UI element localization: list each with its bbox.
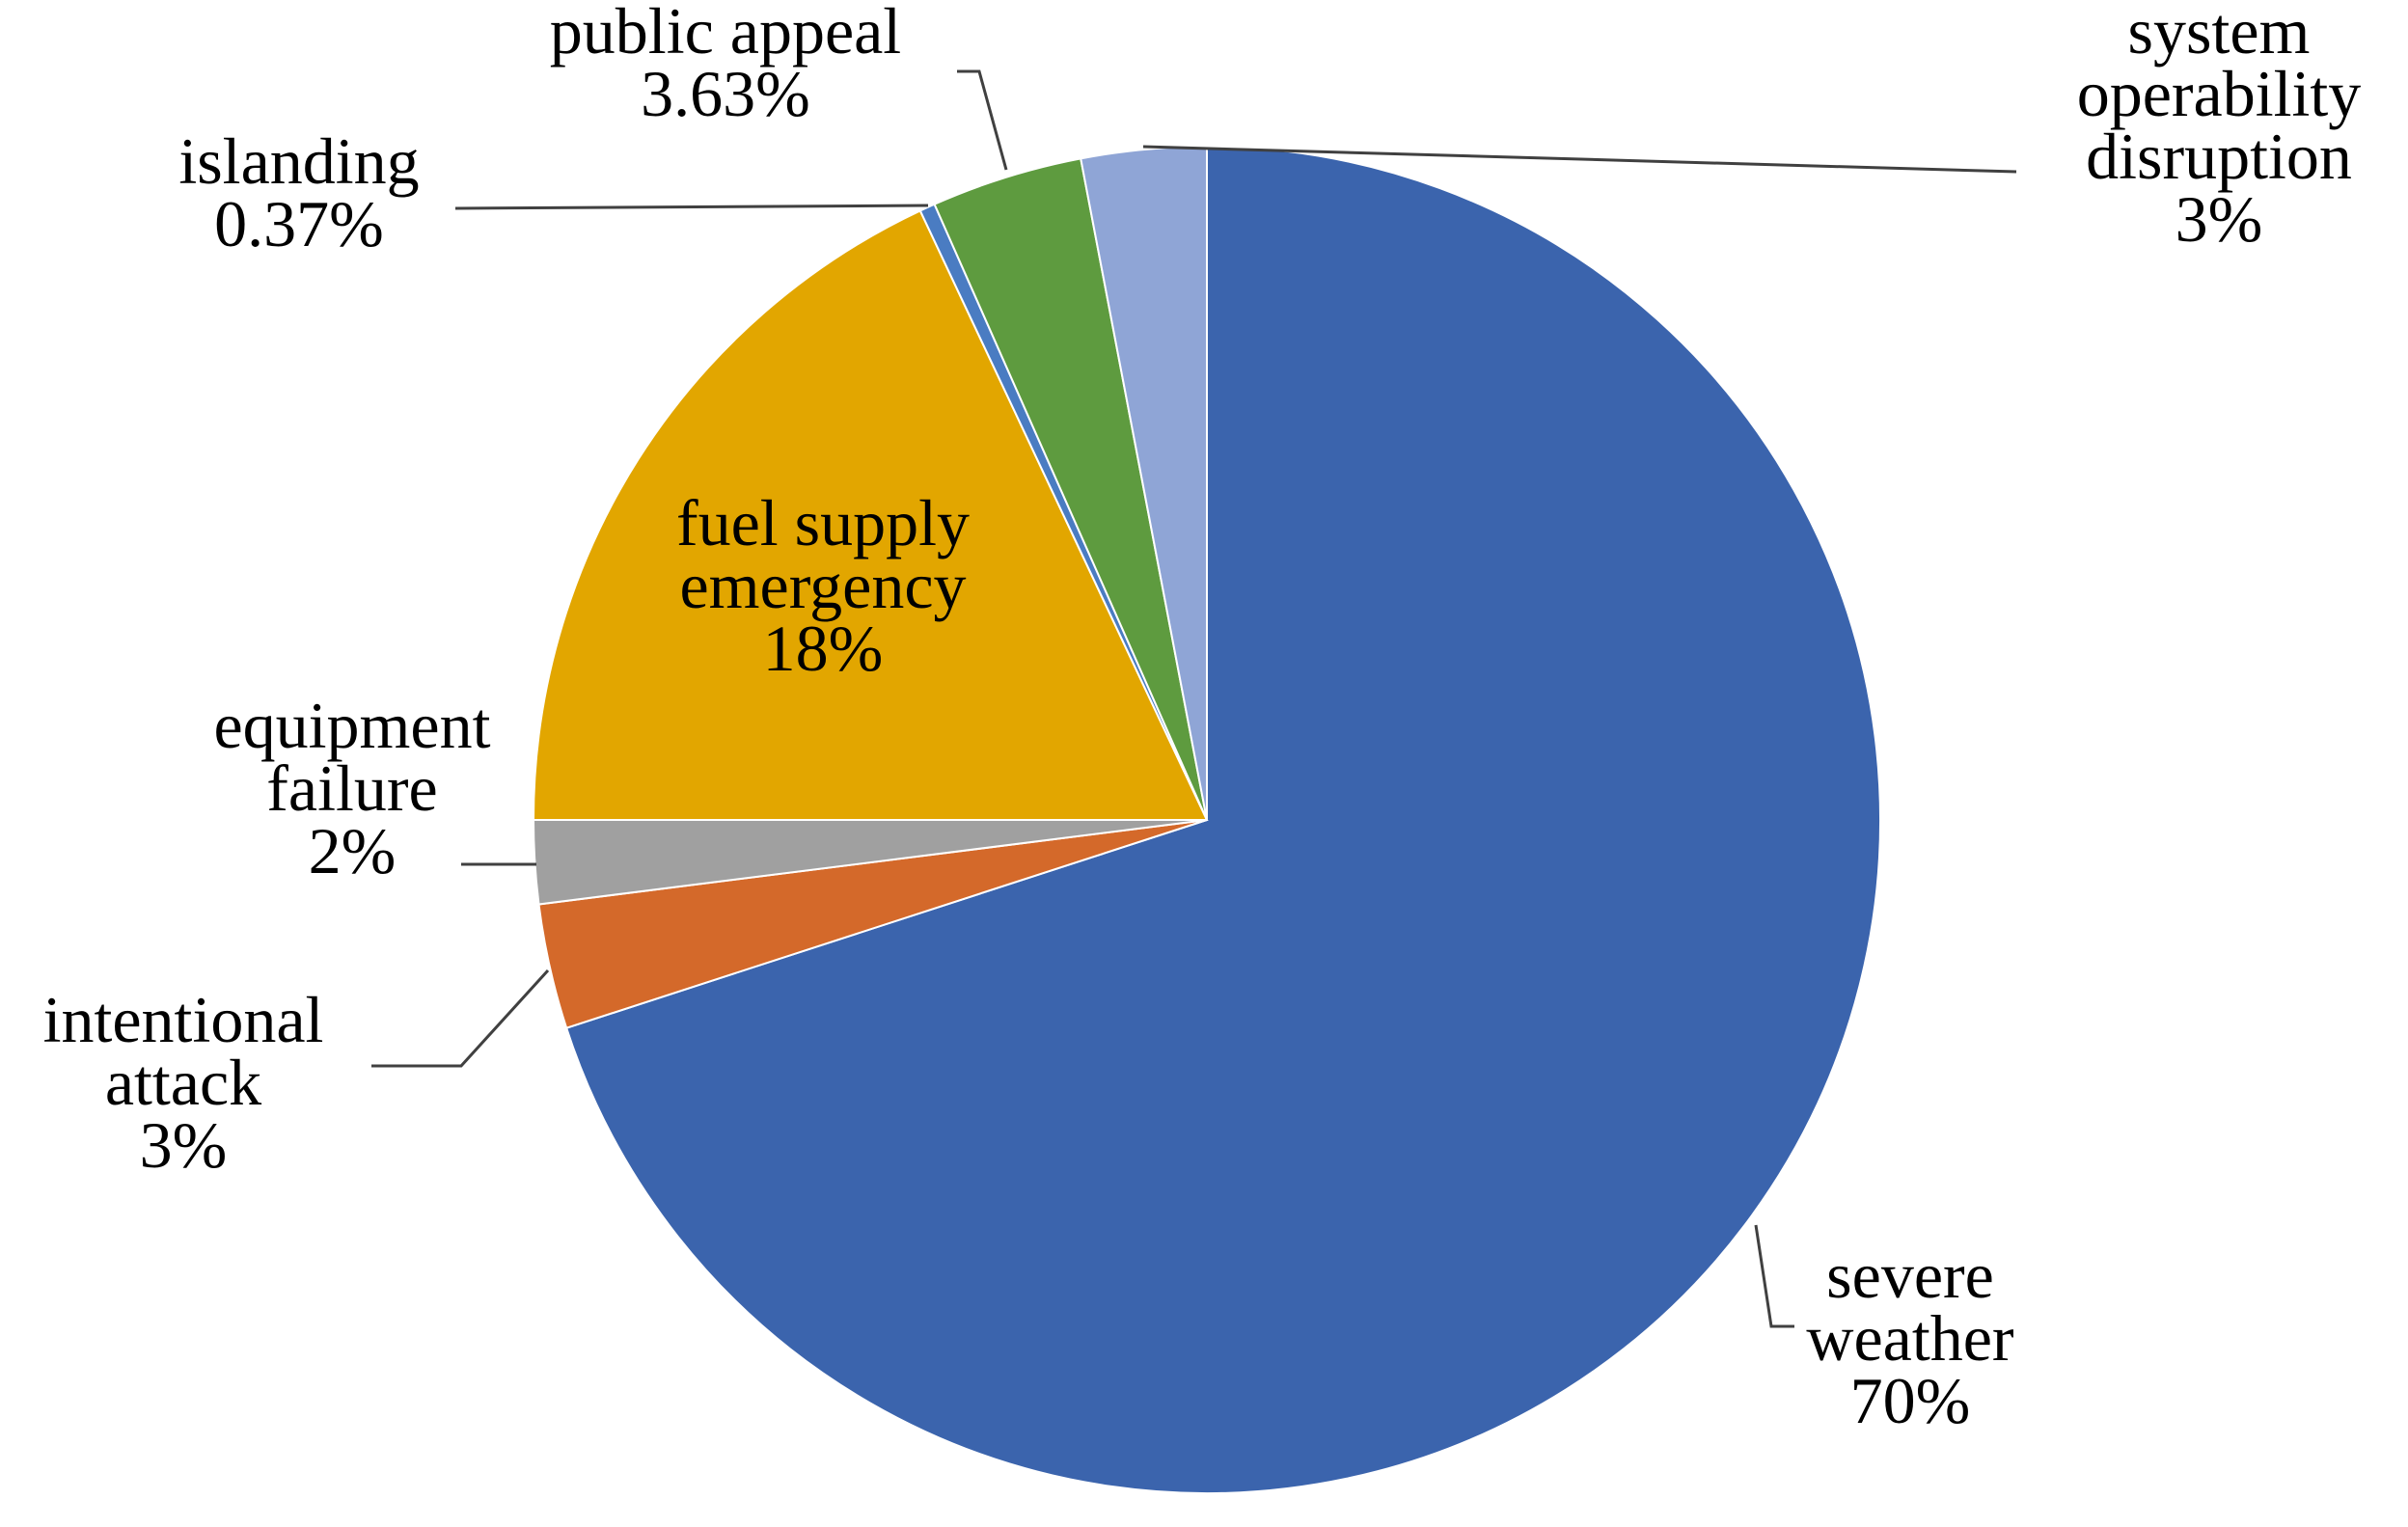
leader-line-islanding bbox=[454, 204, 929, 210]
slice-label-fuel-supply-emergency: fuel supply emergency 18% bbox=[676, 486, 970, 685]
slice-label-severe-weather: severe weather 70% bbox=[1806, 1239, 2014, 1437]
slice-label-equipment-failure: equipment failure 2% bbox=[213, 689, 490, 887]
slice-value-label: 3% bbox=[140, 1108, 228, 1182]
leader-line-intentional-attack bbox=[371, 968, 550, 1068]
slice-name-label: equipment bbox=[213, 689, 490, 762]
slice-name-label: fuel supply bbox=[676, 486, 970, 559]
slice-name-label: system bbox=[2128, 0, 2311, 68]
leader-line-severe-weather bbox=[1754, 1224, 1794, 1328]
slice-value-label: 3% bbox=[2175, 182, 2263, 256]
slice-name-label: public appeal bbox=[550, 0, 901, 68]
slice-value-label: 18% bbox=[763, 612, 884, 685]
slice-label-public-appeal: public appeal 3.63% bbox=[550, 0, 901, 130]
pie-slices bbox=[532, 145, 1881, 1494]
slice-labels: severe weather 70%intentional attack 3%equip… bbox=[43, 0, 2362, 1437]
slice-name-label: operability bbox=[2077, 57, 2362, 130]
leader-line-system-operability-disruption bbox=[1142, 145, 2017, 174]
slice-label-islanding: islanding 0.37% bbox=[178, 124, 419, 260]
slice-name-label: failure bbox=[266, 751, 437, 825]
leader-lines bbox=[371, 69, 2017, 1328]
pie-slice-severe-weather bbox=[564, 145, 1881, 1494]
slice-name-label: weather bbox=[1806, 1301, 2014, 1375]
slice-value-label: 0.37% bbox=[214, 187, 384, 260]
slice-name-label: emergency bbox=[679, 549, 966, 622]
pie-slice-fuel-supply-emergency bbox=[532, 209, 1209, 821]
leader-line-public-appeal bbox=[957, 69, 1008, 171]
slice-label-system-operability-disruption: system operability disruption 3% bbox=[2077, 0, 2362, 256]
slice-name-label: disruption bbox=[2086, 120, 2352, 193]
slice-value-label: 2% bbox=[309, 814, 397, 887]
slice-name-label: severe bbox=[1826, 1239, 1994, 1312]
pie-slice-system-operability-disruption bbox=[1080, 145, 1208, 821]
slice-label-intentional-attack: intentional attack 3% bbox=[43, 983, 324, 1182]
slice-name-label: intentional bbox=[43, 983, 324, 1056]
slice-name-label: attack bbox=[105, 1046, 261, 1119]
slice-name-label: islanding bbox=[178, 124, 419, 198]
slice-value-label: 70% bbox=[1850, 1364, 1971, 1437]
slice-value-label: 3.63% bbox=[641, 57, 810, 130]
